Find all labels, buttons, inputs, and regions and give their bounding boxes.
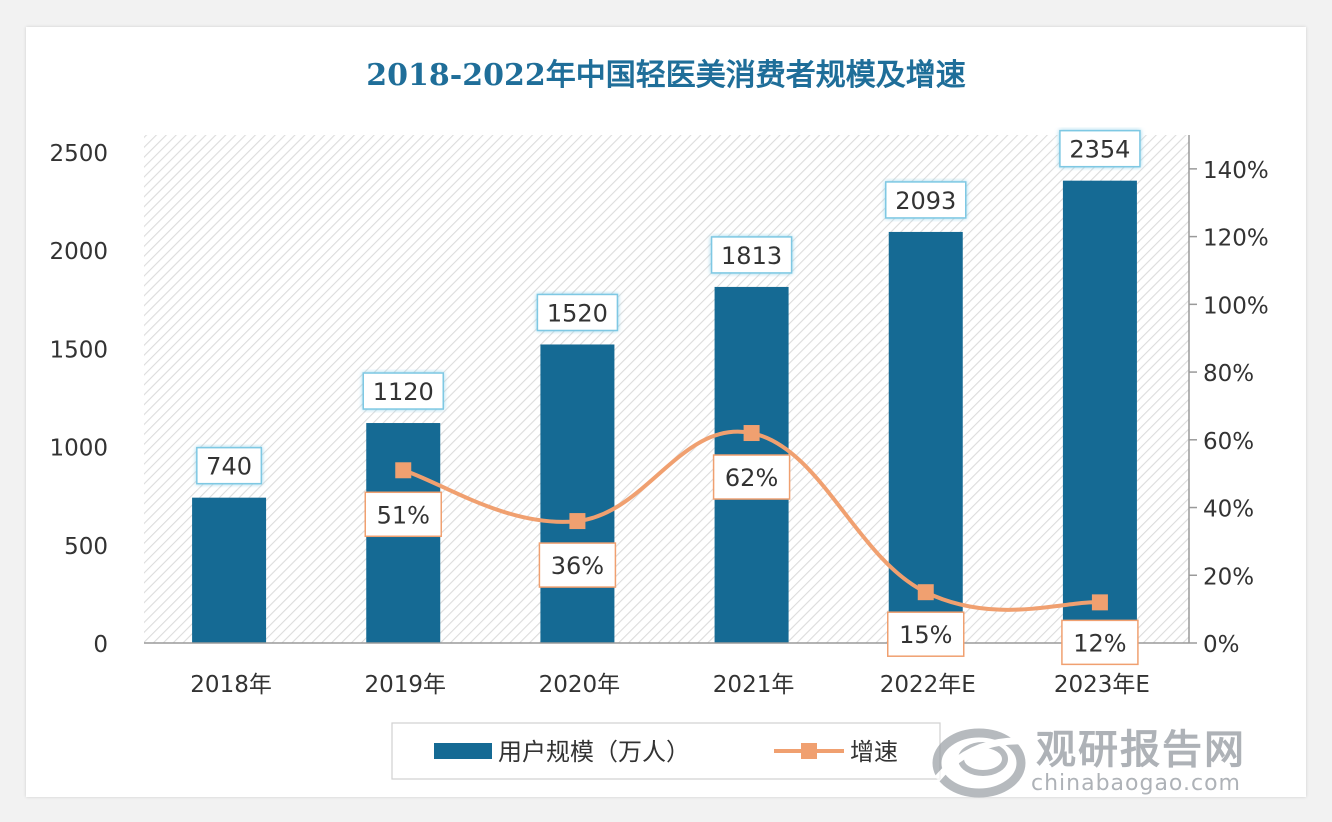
growth-value-label: 62% bbox=[725, 464, 778, 492]
chart-title: 2018-2022年中国轻医美消费者规模及增速 bbox=[366, 58, 965, 93]
bar-label-box bbox=[710, 236, 793, 274]
growth-marker-3 bbox=[743, 425, 760, 442]
y-left-tick-label: 2500 bbox=[49, 141, 108, 167]
x-tick-label: 2018年 bbox=[190, 672, 272, 698]
bar-5 bbox=[1062, 180, 1137, 644]
legend-line-label: 增速 bbox=[850, 738, 898, 766]
bar-value-label: 740 bbox=[206, 453, 252, 481]
y-left-tick-label: 2000 bbox=[49, 239, 108, 265]
growth-marker-5 bbox=[1091, 594, 1108, 611]
y-right-tick-label: 80% bbox=[1203, 361, 1254, 387]
y-left-tick-label: 1000 bbox=[49, 436, 108, 462]
bar-0 bbox=[192, 497, 267, 643]
growth-marker-1 bbox=[395, 462, 412, 479]
growth-value-label: 51% bbox=[377, 501, 430, 529]
growth-label-box bbox=[1061, 619, 1139, 666]
growth-value-label: 12% bbox=[1073, 629, 1126, 657]
bar-value-label: 2093 bbox=[895, 187, 956, 215]
y-left-tick-label: 1500 bbox=[49, 337, 108, 363]
x-tick-label: 2021年 bbox=[713, 672, 795, 698]
plot-background bbox=[144, 135, 1189, 643]
bar-2 bbox=[540, 344, 615, 643]
y-right-tick-label: 20% bbox=[1203, 564, 1254, 590]
watermark: 观研报告网 chinabaogao.com bbox=[931, 715, 1291, 805]
bar-value-label: 2354 bbox=[1069, 136, 1130, 164]
growth-marker-4 bbox=[917, 584, 934, 601]
chart-frame: 2018-2022年中国轻医美消费者规模及增速 0 500 1000 1500 2000… bbox=[26, 27, 1306, 798]
growth-label-box bbox=[364, 491, 442, 538]
bar-label-box bbox=[362, 372, 444, 410]
y-right-tick-label: 60% bbox=[1203, 429, 1254, 455]
growth-label-box bbox=[712, 454, 791, 500]
bar-value-label: 1520 bbox=[547, 299, 608, 327]
y-left-tick-label: 500 bbox=[64, 534, 108, 560]
bar-value-label: 1120 bbox=[373, 378, 434, 406]
y-left-tick-label: 0 bbox=[93, 632, 108, 658]
y-right-tick-label: 0% bbox=[1203, 632, 1240, 658]
x-tick-label: 2022年E bbox=[880, 672, 976, 698]
growth-value-label: 36% bbox=[551, 552, 604, 580]
y-right-tick-label: 120% bbox=[1203, 226, 1269, 252]
bar-label-box bbox=[885, 181, 967, 219]
legend-line-marker bbox=[801, 743, 817, 759]
x-tick-label: 2020年 bbox=[539, 672, 621, 698]
bar-label-box bbox=[536, 293, 619, 332]
y-right-tick-label: 140% bbox=[1203, 158, 1269, 184]
watermark-name: 观研报告网 bbox=[1036, 727, 1246, 773]
growth-value-label: 15% bbox=[899, 621, 952, 649]
bar-label-box bbox=[1059, 129, 1141, 168]
watermark-url: chinabaogao.com bbox=[1031, 771, 1241, 796]
watermark-logo-icon bbox=[932, 728, 1026, 798]
legend: 用户规模（万人） 增速 bbox=[391, 722, 941, 780]
growth-label-box bbox=[538, 542, 617, 588]
legend-bar-label: 用户规模（万人） bbox=[498, 738, 690, 766]
bar-value-label: 1813 bbox=[721, 242, 782, 270]
chart: 2018-2022年中国轻医美消费者规模及增速 0 500 1000 1500 2000… bbox=[49, 58, 1269, 780]
growth-marker-2 bbox=[569, 513, 586, 530]
x-tick-label: 2023年E bbox=[1054, 672, 1150, 698]
x-tick-label: 2019年 bbox=[364, 672, 446, 698]
bar-label-box bbox=[196, 446, 263, 485]
growth-label-box bbox=[887, 611, 965, 657]
bar-4 bbox=[888, 231, 963, 643]
y-right-tick-label: 100% bbox=[1203, 293, 1269, 319]
y-right-tick-label: 40% bbox=[1203, 497, 1254, 523]
legend-bar-swatch bbox=[434, 743, 492, 759]
